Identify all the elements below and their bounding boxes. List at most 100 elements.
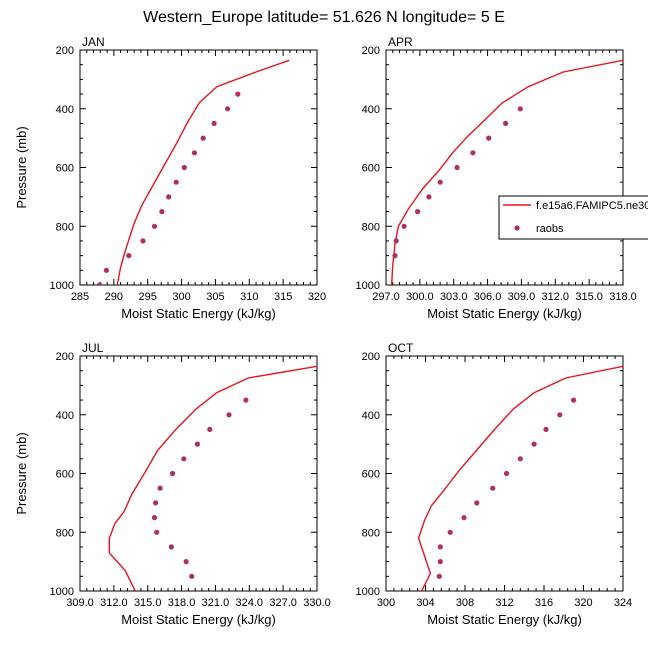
obs-point	[503, 120, 509, 126]
y-tick-label: 200	[362, 351, 380, 363]
obs-point	[557, 412, 563, 418]
obs-point	[517, 456, 523, 462]
x-tick-label: 324	[614, 597, 632, 609]
obs-point	[157, 485, 163, 491]
legend: f.e15a6.FAMIPC5.ne30_ raobs	[498, 195, 648, 240]
obs-point	[235, 91, 241, 97]
x-tick-label: 316	[535, 597, 553, 609]
obs-point	[243, 397, 249, 403]
obs-point	[415, 209, 421, 215]
obs-point	[153, 500, 159, 506]
obs-point	[126, 253, 132, 259]
obs-point	[401, 223, 407, 229]
x-tick-label: 297.0	[372, 291, 400, 303]
panel-jan: JAN 285 290 295 300 305 310 315 320 200 400 600 800 1…	[14, 35, 326, 321]
legend-box	[498, 195, 648, 240]
obs-point	[225, 106, 231, 112]
model-line	[417, 365, 623, 591]
plot-frame	[385, 49, 624, 286]
obs-point	[490, 485, 496, 491]
x-tick-label: 300	[172, 291, 190, 303]
legend-model-label: f.e15a6.FAMIPC5.ne30_	[536, 200, 648, 212]
x-tick-label: 306.0	[474, 291, 502, 303]
y-tick-label: 800	[56, 527, 74, 539]
obs-point	[183, 559, 189, 565]
plot-frame	[79, 49, 318, 286]
legend-obs-marker	[514, 225, 520, 231]
obs-point	[437, 179, 443, 185]
obs-point	[159, 209, 165, 215]
obs-point	[503, 470, 510, 477]
panel-label: JUL	[82, 341, 104, 355]
obs-point	[169, 470, 176, 477]
obs-point	[426, 194, 432, 200]
obs-point	[437, 559, 443, 565]
y-tick-label: 600	[362, 163, 380, 175]
x-tick-label: 321.0	[202, 597, 230, 609]
obs-point	[181, 164, 187, 171]
y-tick-label: 400	[56, 410, 74, 422]
y-axis-label: Pressure (mb)	[14, 126, 29, 208]
x-tick-label: 315.0	[575, 291, 603, 303]
obs-point	[166, 194, 172, 200]
x-tick-label: 320	[308, 291, 326, 303]
obs-point	[461, 515, 467, 521]
obs-point	[151, 515, 158, 521]
x-tick-label: 327.0	[269, 597, 297, 609]
obs-point	[181, 456, 187, 462]
panel-label: JAN	[82, 35, 105, 49]
y-tick-label: 1000	[50, 280, 74, 292]
obs-point	[380, 268, 385, 273]
x-tick-label: 303.0	[440, 291, 468, 303]
x-tick-label: 300	[377, 597, 395, 609]
obs-point	[194, 441, 200, 447]
obs-point	[517, 106, 523, 112]
x-axis-label: Moist Static Energy (kJ/kg)	[121, 306, 276, 321]
y-tick-label: 1000	[50, 586, 74, 598]
x-tick-label: 308	[456, 597, 474, 609]
y-tick-label: 400	[56, 104, 74, 116]
model-line	[116, 59, 290, 285]
x-tick-label: 290	[105, 291, 123, 303]
obs-point	[168, 544, 174, 550]
obs-point	[470, 150, 476, 156]
obs-point	[531, 441, 537, 447]
y-tick-label: 800	[362, 221, 380, 233]
obs-point	[393, 238, 399, 244]
x-tick-label: 312	[495, 597, 513, 609]
panel-label: OCT	[388, 341, 414, 355]
x-tick-label: 285	[71, 291, 89, 303]
x-tick-label: 305	[206, 291, 224, 303]
panel-jul: JUL 309.0 312.0 315.0 318.0 321.0 324.0 327.0 33…	[14, 341, 331, 627]
obs-point	[207, 426, 213, 432]
y-tick-label: 200	[56, 351, 74, 363]
y-tick-label: 600	[56, 469, 74, 481]
obs-point	[454, 164, 460, 171]
y-tick-label: 800	[362, 527, 380, 539]
x-tick-label: 318.0	[609, 291, 637, 303]
x-tick-label: 324.0	[236, 597, 264, 609]
obs-point	[437, 544, 443, 550]
x-tick-label: 309.0	[66, 597, 94, 609]
figure-title: Western_Europe latitude= 51.626 N longit…	[143, 9, 505, 26]
obs-point	[436, 573, 442, 579]
obs-point	[226, 412, 232, 418]
obs-point	[486, 135, 492, 141]
y-tick-label: 600	[56, 163, 74, 175]
obs-point	[103, 267, 109, 273]
x-tick-label: 312.0	[100, 597, 128, 609]
obs-point	[211, 120, 217, 126]
panel-label: APR	[388, 35, 413, 49]
obs-point	[392, 253, 398, 259]
x-tick-label: 300.0	[406, 291, 434, 303]
obs-point	[191, 150, 197, 156]
x-axis-label: Moist Static Energy (kJ/kg)	[427, 306, 582, 321]
x-tick-label: 310	[240, 291, 258, 303]
panel-oct: OCT 300 304 308 312 316 320 324 200 400 600 800 1000…	[356, 341, 633, 627]
y-axis-label: Pressure (mb)	[14, 432, 29, 514]
y-tick-label: 400	[362, 104, 380, 116]
x-tick-label: 312.0	[542, 291, 570, 303]
y-tick-label: 200	[362, 45, 380, 57]
obs-point	[571, 397, 577, 403]
